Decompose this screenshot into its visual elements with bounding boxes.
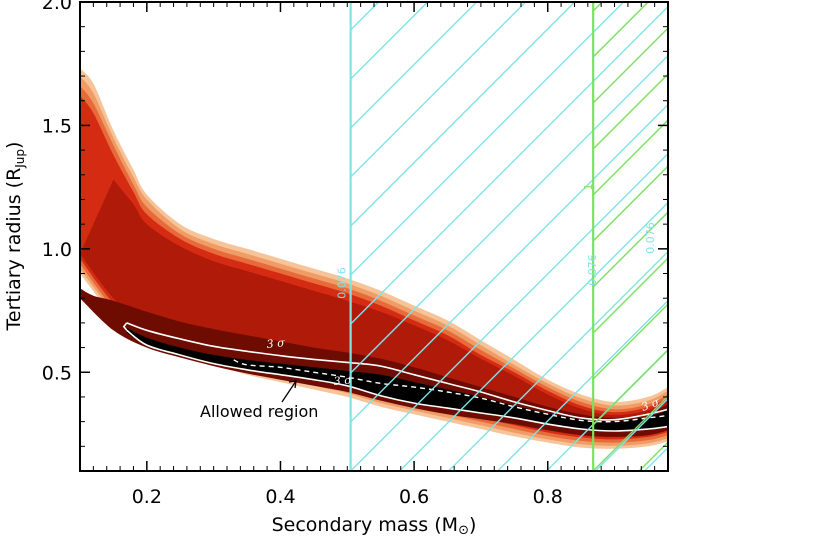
- annotation-arrow-shaft: [281, 380, 297, 403]
- sigma-label: 3 σ: [640, 395, 662, 414]
- hatch-line: [593, 27, 668, 104]
- excluded-regions: [349, 2, 831, 471]
- hatch-label-cyan-boundary: 0.076: [336, 267, 349, 299]
- hatch-line: [448, 250, 668, 471]
- hatch-line: [399, 201, 668, 471]
- x-tick-label: 0.6: [399, 486, 429, 508]
- hatch-line: [350, 2, 576, 227]
- x-axis-label: Secondary mass (M⊙): [272, 514, 477, 538]
- hatch-line: [595, 397, 668, 471]
- sigma3-solid-cap: [122, 322, 128, 331]
- x-tick-label: 0.4: [265, 486, 295, 508]
- x-tick-label: 0.8: [533, 486, 563, 508]
- sigma3-solid-upper: [126, 322, 668, 421]
- hatch-line: [350, 2, 527, 178]
- allowed-region-label: Allowed region: [200, 402, 318, 421]
- contour-level-6: [126, 327, 668, 431]
- hatch-line: [593, 165, 668, 242]
- hatch-region-green: [592, 2, 831, 471]
- hatch-label-green: 1: [582, 184, 595, 191]
- hatch-line: [694, 2, 831, 471]
- hatch-line: [593, 73, 668, 150]
- hatch-line: [350, 103, 668, 423]
- hatch-label-cyan-inner: 0.076: [586, 254, 599, 286]
- hatch-line: [792, 2, 831, 471]
- hatch-line: [350, 2, 478, 129]
- sigma3-solid-lower: [126, 329, 668, 432]
- y-tick-label: 1.5: [42, 115, 72, 137]
- y-tick-label: 0.5: [42, 362, 72, 384]
- hatch-line: [685, 2, 831, 471]
- hatch-line: [350, 152, 668, 471]
- hatch-line: [350, 54, 668, 374]
- hatch-line: [350, 5, 668, 325]
- contour-fills: [80, 68, 668, 449]
- sigma-contours: [122, 322, 668, 432]
- hatch-line: [777, 2, 831, 471]
- hatch-line: [743, 2, 831, 471]
- hatch-line: [350, 2, 625, 276]
- hatch-line: [497, 299, 668, 471]
- sigma3-dashed: [233, 359, 668, 423]
- sigma-label: 3 σ: [266, 336, 286, 351]
- y-tick-label: 2.0: [42, 0, 72, 14]
- x-axis-ticks: 0.2 0.4 0.6 0.8: [92, 2, 656, 508]
- hatch-line: [823, 2, 831, 471]
- hatch-line: [593, 395, 668, 471]
- hatch-line: [731, 2, 831, 471]
- hatch-line: [593, 349, 668, 426]
- sigma-labels: 0.076 0.076 0.076 1 3 σ 3 σ 3 σ: [266, 184, 661, 414]
- y-axis-label: Tertiary radius (RJup): [3, 142, 27, 332]
- hatch-label-cyan-right: 0.076: [644, 222, 657, 254]
- y-axis-ticks: 0.5 1.0 1.5 2.0: [42, 0, 668, 447]
- contour-level-5: [80, 288, 668, 437]
- x-tick-label: 0.2: [132, 486, 162, 508]
- hatch-line: [644, 446, 668, 471]
- sigma-label: 3 σ: [333, 373, 353, 388]
- allowed-region-annotation: Allowed region: [200, 380, 318, 421]
- y-tick-label: 1.0: [42, 239, 72, 261]
- hatch-line: [593, 211, 668, 288]
- annotation-arrow-head: [288, 380, 297, 389]
